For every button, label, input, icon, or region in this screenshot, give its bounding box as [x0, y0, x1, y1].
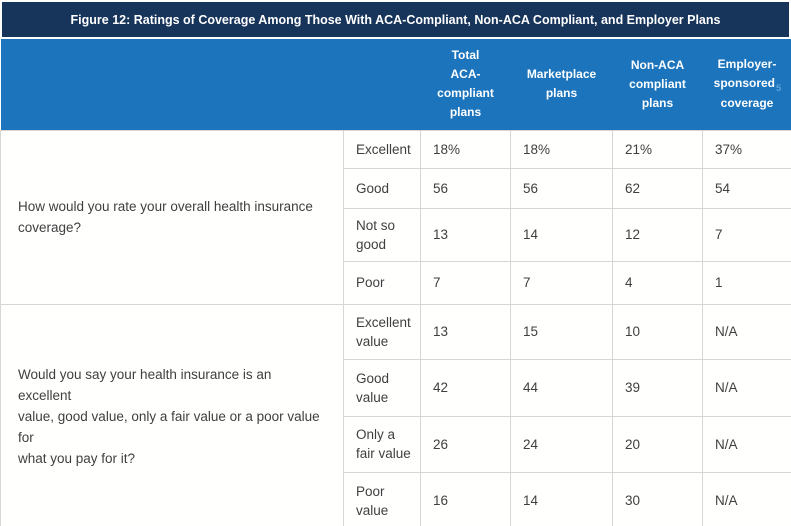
data-cell: N/A: [702, 415, 791, 473]
column-header-line: compliant: [629, 76, 686, 91]
row-label: Only a fair value: [343, 415, 421, 473]
data-cell: 42: [420, 358, 511, 417]
row-label: Excellent value: [343, 303, 421, 360]
data-cell: 4: [612, 260, 703, 305]
question-section: Would you say your health insurance is a…: [0, 303, 791, 526]
data-cell: 56: [510, 167, 613, 209]
data-cell: 7: [420, 260, 511, 305]
data-cell: 15: [510, 303, 613, 360]
data-cell: N/A: [702, 358, 791, 417]
column-header: Total ACA-compliant plans: [420, 39, 511, 130]
table-row: How would you rate your overall health i…: [0, 129, 791, 305]
data-cell: 7: [510, 260, 613, 305]
data-cell: 18%: [420, 129, 511, 169]
question-section: How would you rate your overall health i…: [0, 129, 791, 305]
column-header: Marketplace plans: [510, 39, 613, 130]
header-spacer: [0, 39, 421, 130]
figure-title: Figure 12: Ratings of Coverage Among Tho…: [2, 2, 789, 37]
row-label: Excellent: [343, 129, 421, 169]
table-row: Only a fair value 26 24 20 N/A: [1, 415, 791, 473]
data-cell: 14: [510, 207, 613, 262]
column-header: Non-ACA compliant plans: [612, 39, 703, 130]
table-row: Good value 42 44 39 N/A: [1, 358, 791, 417]
data-cell: 10: [612, 303, 703, 360]
data-cell: 37%: [702, 129, 791, 169]
data-cell: 14: [510, 471, 613, 526]
data-cell: 54: [702, 167, 791, 209]
data-cell: 13: [420, 207, 511, 262]
row-label: Good value: [343, 358, 421, 417]
column-header-line: Total: [451, 48, 480, 63]
data-cell: 13: [420, 303, 511, 360]
question-cell: Would you say your health insurance is a…: [0, 303, 344, 526]
row-label: Poor: [343, 260, 421, 305]
data-cell: 24: [510, 415, 613, 473]
data-cell: N/A: [702, 471, 791, 526]
table-row: Would you say your health insurance is a…: [0, 303, 791, 526]
data-cell: 26: [420, 415, 511, 473]
row-label: Poor value: [343, 471, 421, 526]
data-cell: 30: [612, 471, 703, 526]
header-row: Total ACA-compliant plans Marketplace plans N…: [0, 39, 791, 130]
column-header: Employer-sponsored5 coverage: [702, 39, 791, 130]
column-header-line: ACA-: [450, 67, 481, 82]
column-header-line: Marketplace: [526, 67, 597, 82]
table-row: Not so good 13 14 12 7: [1, 207, 791, 262]
footnote-marker: 5: [776, 83, 782, 95]
data-cell: 21%: [612, 129, 703, 169]
data-cell: 18%: [510, 129, 613, 169]
data-cell: 56: [420, 167, 511, 209]
column-header-line: plans: [545, 86, 578, 101]
column-header-line: sponsored5: [713, 76, 782, 95]
data-cell: 62: [612, 167, 703, 209]
column-header-line: compliant: [437, 86, 494, 101]
row-label: Good: [343, 167, 421, 209]
column-header-line: plans: [641, 95, 674, 110]
data-cell: 44: [510, 358, 613, 417]
table-row: Good 56 56 62 54: [1, 167, 791, 209]
ratings-table: Total ACA-compliant plans Marketplace plans N…: [0, 39, 791, 526]
column-header-line: coverage: [720, 96, 774, 111]
column-header-line: Employer-: [717, 57, 777, 72]
data-cell: 7: [702, 207, 791, 262]
column-header-line: plans: [449, 105, 482, 120]
question-cell: How would you rate your overall health i…: [0, 129, 344, 305]
row-label: Not so good: [343, 207, 421, 262]
table-row: Poor value 16 14 30 N/A: [1, 471, 791, 526]
data-cell: 39: [612, 358, 703, 417]
data-cell: 20: [612, 415, 703, 473]
data-cell: N/A: [702, 303, 791, 360]
data-cell: 16: [420, 471, 511, 526]
data-cell: 1: [702, 260, 791, 305]
data-cell: 12: [612, 207, 703, 262]
column-header-line: Non-ACA: [630, 57, 685, 72]
